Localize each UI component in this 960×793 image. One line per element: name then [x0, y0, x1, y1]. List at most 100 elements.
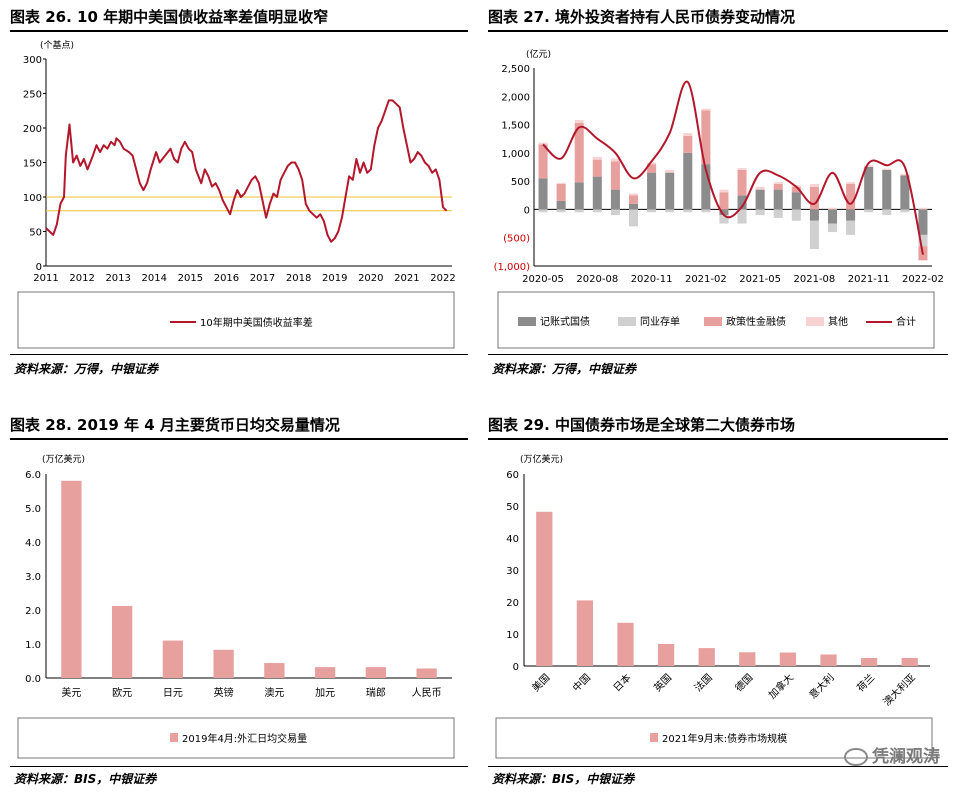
bar-segment: [701, 164, 711, 210]
legend-label: 其他: [828, 315, 848, 328]
y-tick-label: 100: [23, 193, 42, 204]
x-tick-label: 德国: [732, 671, 755, 694]
panel-bond-market-size: 图表 29. 中国债券市场是全球第二大债券市场 (万亿美元) 0 10 20 30 40 5…: [488, 414, 958, 789]
bar-segment: [827, 223, 838, 233]
bar-segment: [846, 220, 856, 235]
bar-segment: [701, 110, 711, 165]
bar-segment: [737, 168, 747, 170]
legend-swatch: [618, 317, 636, 326]
bar: [536, 511, 553, 666]
bar-segment: [773, 182, 783, 184]
bar-segment: [574, 122, 584, 183]
bar: [61, 480, 82, 678]
x-tick-label: 澳大利亚: [880, 671, 917, 708]
bar: [365, 667, 387, 678]
y-tick-label: 1,500: [501, 121, 530, 132]
legend-label: 2019年4月:外汇日均交易量: [182, 732, 307, 745]
bar-segment: [628, 193, 639, 196]
footer-rule: [488, 354, 948, 355]
panel-fx-volume: 图表 28. 2019 年 4 月主要货币日均交易量情况 (万亿美元) 0.0 1.…: [10, 414, 480, 789]
bar: [739, 652, 756, 666]
legend-swatch: [650, 733, 658, 742]
bar-segment: [683, 133, 693, 136]
bar-segment: [773, 209, 783, 218]
y-tick-label: 4.0: [25, 538, 41, 549]
y-axis-unit: (亿元): [526, 48, 551, 60]
bar-segment: [755, 209, 765, 216]
bar-segment: [556, 209, 566, 213]
bar-segment: [791, 209, 801, 221]
bar-segment: [900, 175, 910, 210]
y-tick-label: 1.0: [25, 640, 41, 651]
footer-rule: [488, 766, 948, 767]
bar: [617, 622, 634, 666]
bar-segment: [628, 195, 639, 204]
panel-title: 图表 26. 10 年期中美国债收益率差值明显收窄: [10, 8, 329, 26]
panel-yield-spread: 图表 26. 10 年期中美国债收益率差值明显收窄 (个基点) 0 50 100 150…: [10, 6, 480, 380]
bar: [416, 668, 437, 678]
y-axis-unit: (万亿美元): [520, 453, 563, 465]
legend-swatch: [704, 317, 722, 326]
bar-segment: [737, 169, 747, 196]
bar-segment: [538, 142, 548, 145]
x-tick-label: 英镑: [214, 686, 234, 699]
bar: [657, 643, 675, 666]
bar-segment: [773, 183, 783, 190]
bar-segment: [864, 209, 874, 213]
bar-segment: [882, 168, 892, 170]
bar-segment: [701, 108, 711, 111]
panel-title: 图表 28. 2019 年 4 月主要货币日均交易量情况: [10, 416, 340, 434]
y-tick-label: (1,000): [494, 262, 531, 273]
legend-label: 同业存单: [640, 315, 680, 328]
x-tick-label: 2020-11: [631, 274, 673, 285]
legend-label: 10年期中美国债收益率差: [200, 316, 313, 329]
legend-box: [17, 717, 455, 759]
footer-rule: [10, 766, 468, 767]
bar-segment: [538, 144, 548, 179]
panel-title: 图表 29. 中国债券市场是全球第二大债券市场: [488, 416, 796, 434]
bar-segment: [827, 209, 838, 224]
bar: [576, 600, 594, 666]
bar-segment: [574, 182, 584, 210]
bar-segment: [737, 209, 747, 224]
x-tick-label: 2016: [214, 273, 239, 284]
y-tick-label: 0: [513, 662, 519, 673]
bar: [264, 663, 285, 678]
source-note: 资料来源：万得，中银证券: [14, 362, 159, 376]
wechat-icon: [844, 748, 868, 766]
legend-swatch: [170, 733, 178, 742]
total-line: [542, 80, 924, 255]
y-tick-label: 250: [23, 90, 42, 101]
source-note: 资料来源：BIS，中银证券: [14, 772, 157, 786]
bar: [314, 667, 336, 678]
bar-segment: [846, 182, 856, 184]
bar-segment: [610, 158, 620, 162]
bar-segment: [647, 162, 657, 165]
x-tick-label: 2020: [358, 273, 383, 284]
x-tick-label: 2022-02: [902, 274, 944, 285]
bar-segment: [610, 209, 620, 216]
bar-segment: [755, 189, 765, 210]
bar-segment: [900, 209, 910, 213]
bar-segment: [665, 169, 675, 173]
y-tick-label: 60: [506, 470, 519, 481]
bar-segment: [918, 207, 928, 210]
bar-segment: [701, 209, 711, 213]
x-tick-label: 欧元: [112, 687, 132, 699]
x-tick-label: 2019: [322, 273, 347, 284]
y-tick-label: 6.0: [25, 470, 41, 481]
x-tick-label: 2011: [33, 273, 58, 284]
bond-market-size-chart: (万亿美元) 0 10 20 30 40 50 60 美国 中国 日本 英国 法国 德国 加拿大 意大利 荷兰澳…: [495, 453, 933, 759]
x-tick-label: 意大利: [806, 671, 836, 701]
footer-rule: [10, 354, 468, 355]
bar-segment: [592, 176, 602, 210]
bar-segment: [773, 189, 783, 210]
yield-spread-chart: (个基点) 0 50 100 150 200 250 300 2011 2012 2013 2014 2…: [17, 39, 456, 349]
x-tick-label: 加元: [315, 687, 335, 699]
bar: [698, 648, 715, 666]
bar-segment: [864, 167, 874, 210]
panel-title: 图表 27. 境外投资者持有人民币债券变动情况: [488, 8, 796, 26]
x-tick-label: 美元: [61, 686, 81, 699]
x-tick-label: 荷兰: [854, 671, 877, 694]
y-tick-label: 5.0: [25, 504, 41, 515]
